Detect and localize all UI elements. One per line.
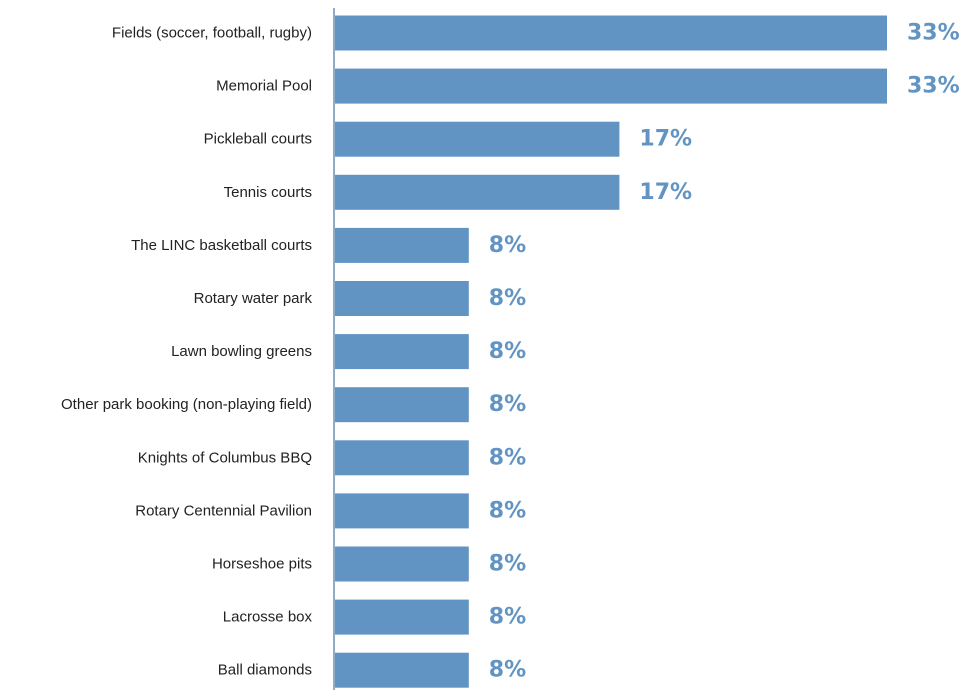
bar bbox=[335, 652, 469, 688]
value-label: 33% bbox=[907, 74, 960, 99]
category-label: The LINC basketball courts bbox=[131, 237, 312, 254]
bar bbox=[335, 546, 469, 582]
category-label: Rotary water park bbox=[194, 290, 313, 307]
category-label: Memorial Pool bbox=[216, 78, 312, 95]
value-label: 8% bbox=[489, 605, 526, 630]
value-label: 8% bbox=[489, 339, 526, 364]
category-label: Ball diamonds bbox=[218, 662, 312, 679]
category-label: Other park booking (non-playing field) bbox=[61, 396, 312, 413]
bar bbox=[335, 387, 469, 423]
bar bbox=[335, 174, 620, 210]
value-label: 17% bbox=[639, 180, 692, 205]
bar bbox=[335, 334, 469, 370]
category-label: Rotary Centennial Pavilion bbox=[135, 502, 312, 519]
category-label: Pickleball courts bbox=[204, 131, 312, 148]
bar bbox=[335, 15, 887, 51]
bar bbox=[335, 599, 469, 635]
value-label: 17% bbox=[639, 127, 692, 152]
value-label: 33% bbox=[907, 21, 960, 46]
bar bbox=[335, 68, 887, 104]
bar bbox=[335, 227, 469, 263]
category-label: Fields (soccer, football, rugby) bbox=[112, 25, 312, 42]
category-label: Knights of Columbus BBQ bbox=[138, 449, 312, 466]
bar bbox=[335, 440, 469, 476]
value-label: 8% bbox=[489, 498, 526, 523]
value-label: 8% bbox=[489, 233, 526, 258]
value-label: 8% bbox=[489, 392, 526, 417]
category-label: Lawn bowling greens bbox=[171, 343, 312, 360]
category-label: Tennis courts bbox=[224, 184, 312, 201]
value-label: 8% bbox=[489, 445, 526, 470]
bar bbox=[335, 281, 469, 316]
category-label: Horseshoe pits bbox=[212, 556, 312, 573]
value-label: 8% bbox=[489, 658, 526, 683]
value-label: 8% bbox=[489, 552, 526, 577]
bar bbox=[335, 493, 469, 529]
bar bbox=[335, 121, 620, 157]
category-label: Lacrosse box bbox=[223, 609, 313, 626]
value-label: 8% bbox=[489, 286, 526, 311]
